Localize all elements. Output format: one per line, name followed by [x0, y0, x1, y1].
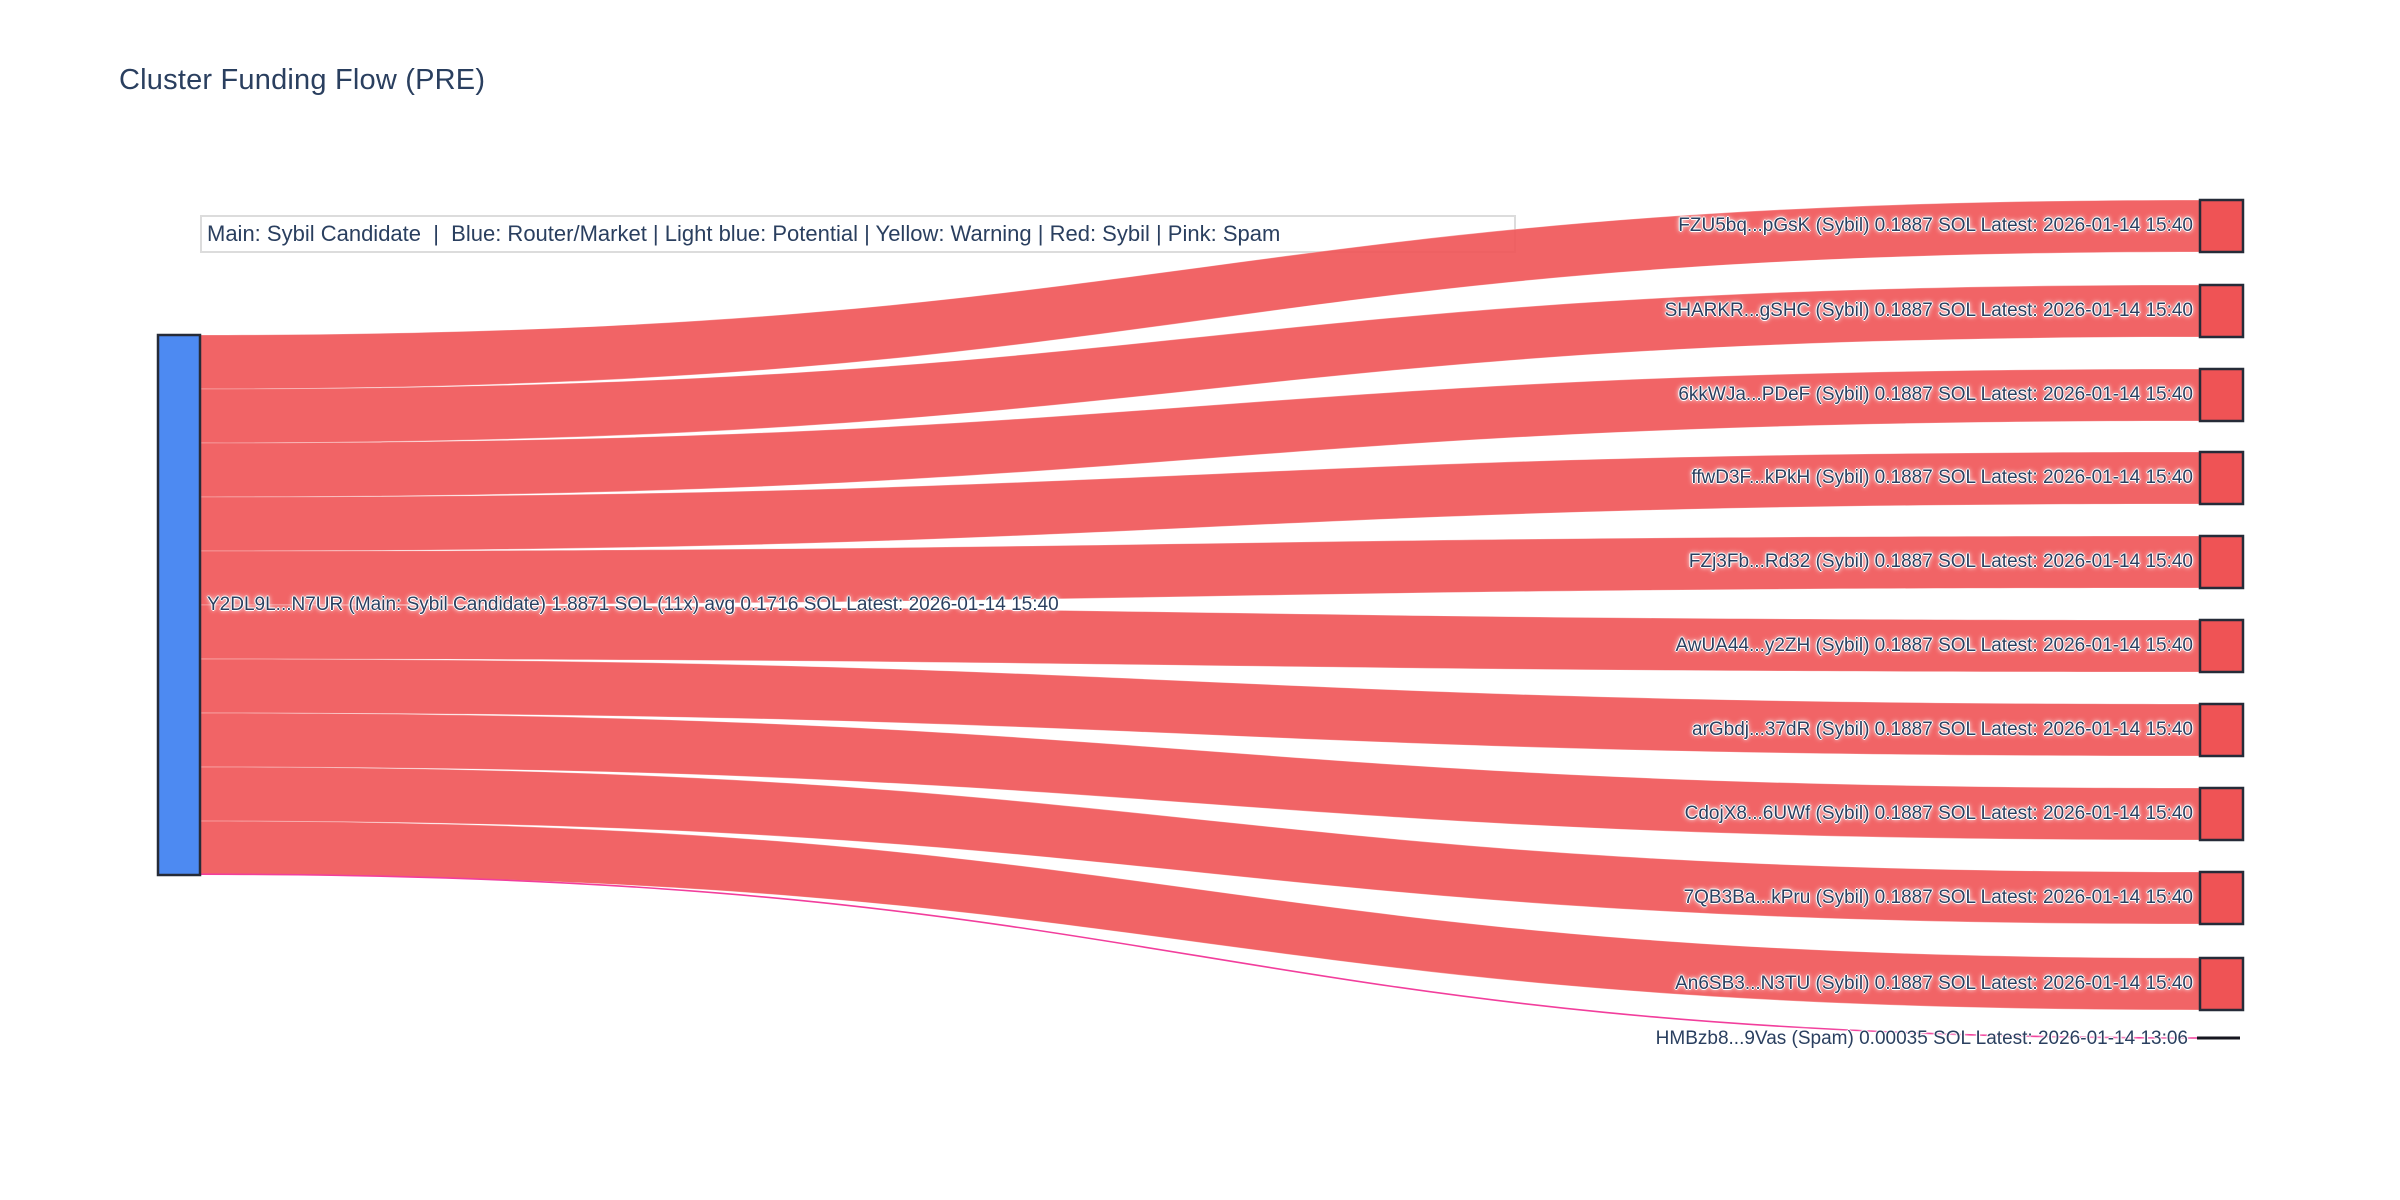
sybil-target-node[interactable] — [2198, 702, 2245, 758]
legend-note: Main: Sybil Candidate | Blue: Router/Mar… — [207, 221, 1281, 246]
target-node-label: ffwD3F...kPkH (Sybil) 0.1887 SOL Latest:… — [1691, 467, 2193, 488]
target-node-label: 6kkWJa...PDeF (Sybil) 0.1887 SOL Latest:… — [1678, 384, 2193, 405]
sybil-target-node[interactable] — [2198, 198, 2245, 254]
sybil-target-node[interactable] — [2198, 283, 2245, 339]
chart-title: Cluster Funding Flow (PRE) — [119, 64, 486, 96]
spam-target-node[interactable] — [2197, 1036, 2240, 1040]
target-node-label: 7QB3Ba...kPru (Sybil) 0.1887 SOL Latest:… — [1683, 887, 2193, 908]
source-node[interactable] — [156, 333, 202, 877]
sybil-target-node[interactable] — [2198, 618, 2245, 674]
target-node-label: FZj3Fb...Rd32 (Sybil) 0.1887 SOL Latest:… — [1688, 551, 2193, 572]
sybil-target-node[interactable] — [2198, 534, 2245, 590]
target-node-label: An6SB3...N3TU (Sybil) 0.1887 SOL Latest:… — [1675, 973, 2193, 994]
sybil-target-node[interactable] — [2198, 786, 2245, 842]
sybil-target-node[interactable] — [2198, 367, 2245, 423]
sybil-target-node[interactable] — [2198, 450, 2245, 506]
target-node-label: AwUA44...y2ZH (Sybil) 0.1887 SOL Latest:… — [1675, 635, 2193, 656]
spam-node-label: HMBzb8...9Vas (Spam) 0.00035 SOL Latest:… — [1655, 1028, 2188, 1049]
target-node-label: SHARKR...gSHC (Sybil) 0.1887 SOL Latest:… — [1664, 300, 2193, 321]
sybil-target-node[interactable] — [2198, 956, 2245, 1012]
legend-box — [200, 215, 1516, 253]
sybil-target-node[interactable] — [2198, 870, 2245, 926]
source-node-label: Y2DL9L...N7UR (Main: Sybil Candidate) 1.… — [207, 594, 1059, 615]
spam-link-flow[interactable] — [199, 873, 2198, 1039]
target-node-label: CdojX8...6UWf (Sybil) 0.1887 SOL Latest:… — [1684, 803, 2193, 824]
target-node-label: arGbdj...37dR (Sybil) 0.1887 SOL Latest:… — [1692, 719, 2193, 740]
target-node-label: FZU5bq...pGsK (Sybil) 0.1887 SOL Latest:… — [1678, 215, 2193, 236]
